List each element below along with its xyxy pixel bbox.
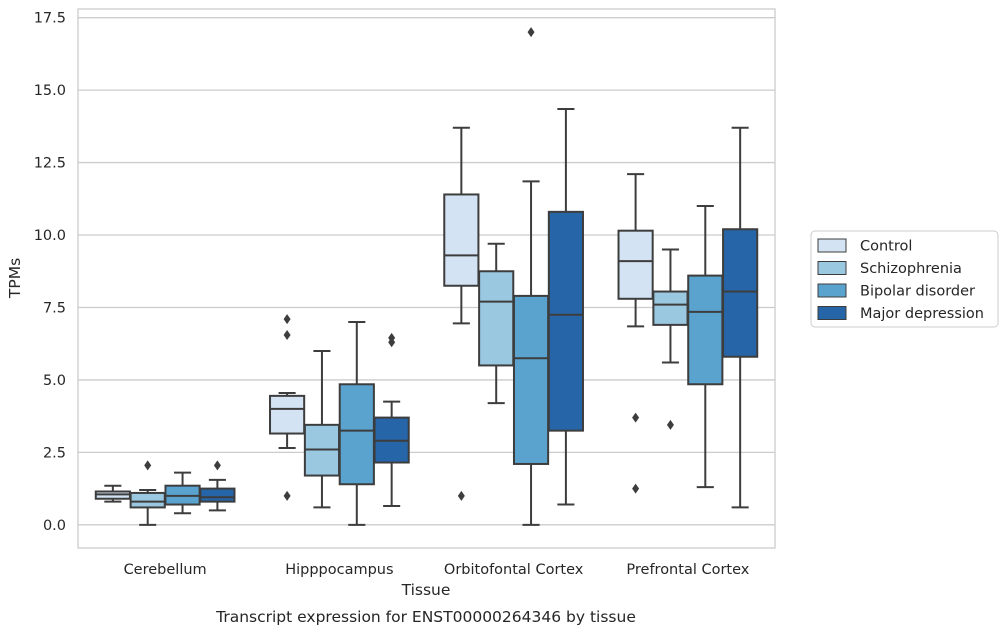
outlier-marker [283,314,291,325]
y-axis-label: TPMs [6,258,24,299]
outlier-marker [457,490,465,501]
legend-label: Bipolar disorder [860,284,975,300]
outlier-marker [527,27,535,38]
box-group [687,205,724,489]
legend-item: Bipolar disorder [817,283,975,300]
outlier-marker [388,337,396,348]
plot-area-frame [77,8,776,549]
box-group [512,27,550,526]
outlier-marker [283,330,291,341]
box-group [129,460,166,526]
legend-label: Major depression [860,306,984,322]
legend-frame [810,230,999,328]
series-control [94,126,654,503]
box-group [478,242,515,405]
box-iqr [129,491,166,509]
box-group [164,471,201,515]
legend-label: Control [860,239,912,255]
y-tick-label: 0.0 [43,518,66,534]
x-tick-label: Prefrontal Cortex [626,562,749,578]
legend-label: Schizophrenia [860,261,962,277]
box-group [303,349,341,509]
box-iqr [652,290,689,326]
box-group [373,332,410,507]
legend-item: Schizophrenia [817,261,962,277]
box-group [547,107,584,506]
y-tick-label: 10.0 [34,228,66,244]
x-tick-label: Cerebellum [124,562,207,578]
box-iqr [199,487,236,503]
legend-swatch [817,261,847,275]
y-tick-label: 2.5 [43,445,66,461]
outlier-marker [144,460,152,471]
outlier-marker [632,483,640,494]
outlier-marker [632,412,640,423]
chart-caption: Transcript expression for ENST0000026434… [215,608,636,626]
legend-swatch [817,283,847,298]
box-iqr [443,193,480,287]
x-axis-ticks: Cerebellum Hipppocampus Orbitofontal Corte… [124,562,750,578]
y-tick-label: 7.5 [43,300,66,316]
series-schizophrenia [129,242,689,526]
box-series [94,27,759,526]
legend-item: Control [817,238,912,255]
x-axis-label: Tissue [401,581,451,599]
y-tick-label: 15.0 [34,83,66,99]
outlier-marker [283,490,291,501]
box-group [652,248,689,430]
legend-swatch [817,238,847,253]
box-group [617,173,654,494]
outlier-marker [666,419,674,430]
legend-swatch [817,306,847,320]
box-iqr [269,394,306,435]
y-tick-label: 17.5 [34,11,66,27]
y-tick-label: 12.5 [34,156,66,172]
y-axis-ticks: 0.0 2.5 5.0 7.5 10.0 12.5 15.0 17.5 [34,11,66,534]
box-iqr [617,229,654,300]
y-tick-label: 5.0 [43,373,66,389]
box-group [722,126,759,509]
box-iqr [547,210,584,432]
grid-lines [78,17,775,526]
box-iqr [478,270,515,367]
legend: Control Schizophrenia Bipolar disorder Majo… [810,230,999,328]
x-tick-label: Orbitofontal Cortex [444,562,584,578]
box-group [94,484,131,503]
box-iqr [512,294,550,465]
x-tick-label: Hipppocampus [285,562,393,578]
box-group [443,126,480,501]
box-iqr [722,228,759,358]
box-iqr [338,383,375,486]
series-major-depression [199,107,759,512]
outlier-marker [213,460,221,471]
box-group [269,314,306,501]
box-iqr [687,274,724,386]
box-group [338,320,375,526]
legend-item: Major depression [817,306,984,322]
box-group [199,460,236,512]
